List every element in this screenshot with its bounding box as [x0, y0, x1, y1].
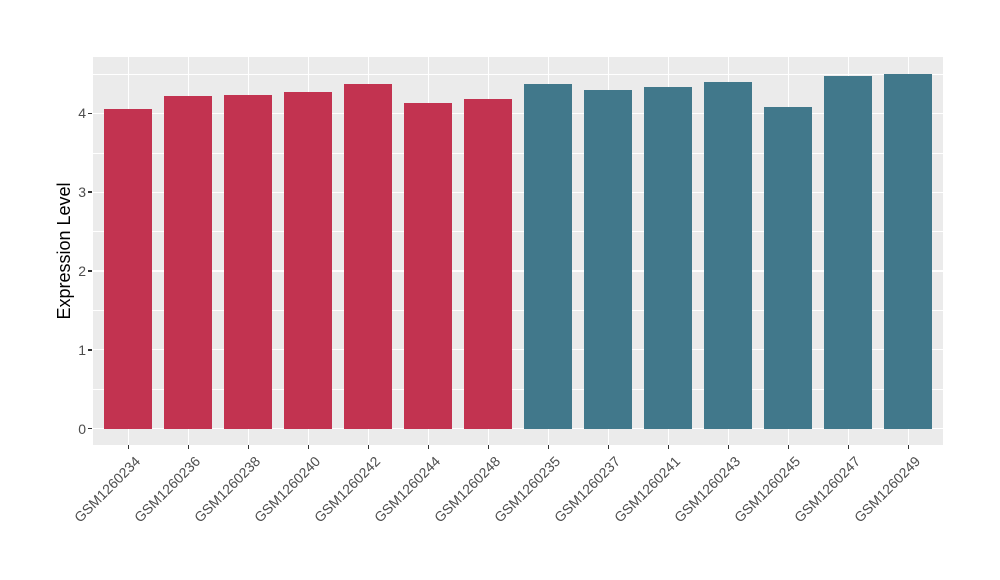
plot-panel	[93, 57, 943, 445]
y-tick-mark	[88, 270, 92, 272]
bar-GSM1260240	[284, 92, 333, 429]
minor-gridline	[93, 73, 943, 75]
x-tick-label: GSM1260234	[71, 453, 144, 526]
x-tick-mark	[787, 445, 790, 449]
y-tick-mark	[88, 349, 92, 351]
x-tick-label: GSM1260247	[791, 453, 864, 526]
x-tick-mark	[847, 445, 850, 449]
minor-gridline	[93, 152, 943, 154]
y-axis-title: Expression Level	[54, 182, 74, 320]
minor-gridline	[93, 231, 943, 232]
bar-GSM1260235	[524, 84, 573, 429]
y-tick-mark	[88, 191, 92, 193]
x-tick-mark	[547, 445, 550, 449]
bar-GSM1260241	[644, 86, 693, 429]
bar-GSM1260237	[584, 89, 633, 429]
x-tick-label: GSM1260237	[551, 453, 624, 526]
x-tick-mark	[607, 445, 610, 449]
bar-GSM1260244	[404, 103, 453, 429]
x-tick-mark	[907, 445, 910, 449]
x-tick-mark	[367, 445, 370, 449]
bar-GSM1260247	[824, 76, 873, 429]
x-tick-mark	[427, 445, 430, 449]
bar-GSM1260249	[884, 74, 933, 429]
x-tick-label: GSM1260244	[371, 453, 444, 526]
major-gridline	[93, 349, 943, 351]
x-tick-mark	[727, 445, 730, 449]
x-tick-label: GSM1260235	[491, 453, 564, 526]
x-tick-label: GSM1260242	[311, 453, 384, 526]
bar-GSM1260242	[344, 84, 393, 429]
x-tick-mark	[187, 445, 190, 449]
y-tick-mark	[88, 427, 92, 430]
x-tick-mark	[247, 445, 250, 449]
bar-GSM1260234	[104, 108, 153, 429]
x-tick-label: GSM1260238	[191, 453, 264, 526]
x-tick-mark	[487, 445, 490, 449]
bar-GSM1260248	[464, 99, 513, 429]
bar-GSM1260236	[164, 96, 213, 429]
x-tick-label: GSM1260245	[731, 453, 804, 526]
x-tick-label: GSM1260243	[671, 453, 744, 526]
x-tick-label: GSM1260240	[251, 453, 324, 526]
x-tick-mark	[307, 445, 310, 449]
minor-gridline	[93, 388, 943, 390]
x-tick-label: GSM1260248	[431, 453, 504, 526]
minor-gridline	[93, 310, 943, 311]
x-tick-mark	[667, 445, 670, 449]
major-gridline	[93, 428, 943, 430]
bar-GSM1260238	[224, 95, 273, 429]
bar-GSM1260243	[704, 81, 753, 429]
major-gridline	[93, 191, 943, 193]
bar-GSM1260245	[764, 107, 813, 429]
major-gridline	[93, 270, 943, 272]
y-tick-label: 0	[78, 420, 86, 437]
major-gridline	[93, 112, 943, 114]
x-tick-label: GSM1260236	[131, 453, 204, 526]
x-tick-mark	[127, 445, 130, 449]
x-tick-label: GSM1260249	[851, 453, 924, 526]
x-tick-label: GSM1260241	[611, 453, 684, 526]
y-tick-mark	[88, 112, 92, 115]
